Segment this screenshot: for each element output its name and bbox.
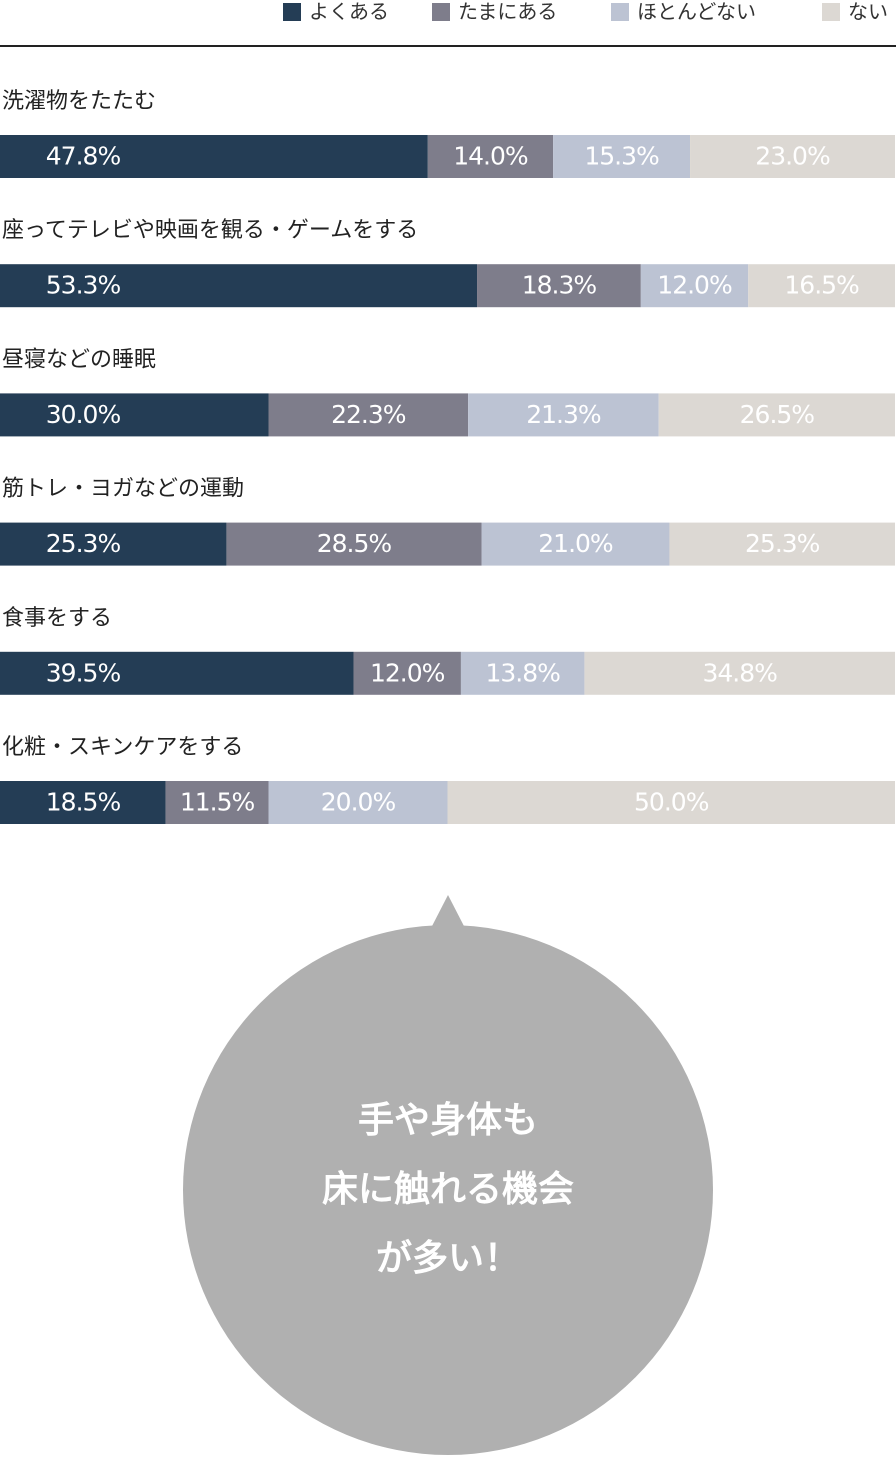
value-label: 21.0% (538, 529, 613, 558)
bar-segment (268, 393, 469, 437)
bar-segment (584, 651, 895, 695)
value-label: 50.0% (634, 788, 709, 817)
value-label: 34.8% (703, 658, 778, 687)
value-label: 47.8% (46, 142, 121, 171)
bar-segment (0, 522, 227, 566)
category-label: 化粧・スキンケアをする (2, 735, 243, 760)
value-label: 15.3% (584, 142, 659, 171)
bar-segment (477, 264, 641, 308)
value-label: 30.0% (46, 400, 121, 429)
bar-segment (748, 264, 895, 308)
bubble (183, 925, 713, 1455)
value-label: 12.0% (370, 658, 445, 687)
bar-segment (468, 393, 659, 437)
bar-segment (0, 393, 269, 437)
bars (0, 135, 895, 824)
bar-segment (690, 135, 895, 178)
bar-segment (0, 135, 428, 178)
legend-swatch (432, 3, 450, 21)
category-label: 食事をする (2, 606, 112, 631)
value-label: 39.5% (46, 658, 121, 687)
value-label: 25.3% (46, 529, 121, 558)
value-label: 11.5% (180, 788, 255, 817)
legend-label: ない (848, 0, 888, 24)
value-label: 18.3% (522, 271, 597, 300)
legend-swatch (283, 3, 301, 21)
bubble-tail (430, 895, 466, 930)
bar-segment (481, 522, 670, 566)
legend-swatch (822, 3, 840, 21)
bar-segment (268, 781, 448, 824)
bar-segment (553, 135, 691, 178)
legend-label: ほとんどない (637, 0, 756, 24)
value-label: 22.3% (331, 400, 406, 429)
category-label: 座ってテレビや映画を観る・ゲームをする (2, 218, 418, 243)
legend-swatch (611, 3, 629, 21)
annotation: が多い！ (376, 1238, 520, 1279)
bar-segment (427, 135, 554, 178)
bar-segment (226, 522, 482, 566)
value-label: 26.5% (740, 400, 815, 429)
bar-segment (460, 651, 585, 695)
bar-segment (640, 264, 749, 308)
value-label: 20.0% (321, 788, 396, 817)
annotation: 床に触れる機会 (322, 1169, 574, 1210)
category-label: 洗濯物をたたむ (2, 89, 156, 114)
bar-segment (353, 651, 461, 695)
value-label: 18.5% (46, 788, 121, 817)
value-label: 28.5% (317, 529, 392, 558)
bar-segment (0, 781, 166, 824)
legend-label: よくある (309, 0, 389, 24)
value-label: 25.3% (745, 529, 820, 558)
bar-segment (165, 781, 269, 824)
value-label: 12.0% (657, 271, 732, 300)
legend-label: たまにある (458, 0, 557, 24)
value-label: 53.3% (46, 271, 121, 300)
category-label: 筋トレ・ヨガなどの運動 (2, 477, 244, 502)
value-label: 23.0% (755, 142, 830, 171)
bar-segment (0, 651, 354, 695)
category-label: 昼寝などの睡眠 (2, 347, 156, 372)
bar-segment (447, 781, 895, 824)
bar-segment (669, 522, 895, 566)
bar-segment (658, 393, 895, 437)
annotation: 手や身体も (358, 1100, 538, 1141)
value-label: 13.8% (485, 658, 560, 687)
value-label: 21.3% (526, 400, 601, 429)
value-label: 14.0% (453, 142, 528, 171)
bar-segment (0, 264, 478, 308)
value-label: 16.5% (784, 271, 859, 300)
